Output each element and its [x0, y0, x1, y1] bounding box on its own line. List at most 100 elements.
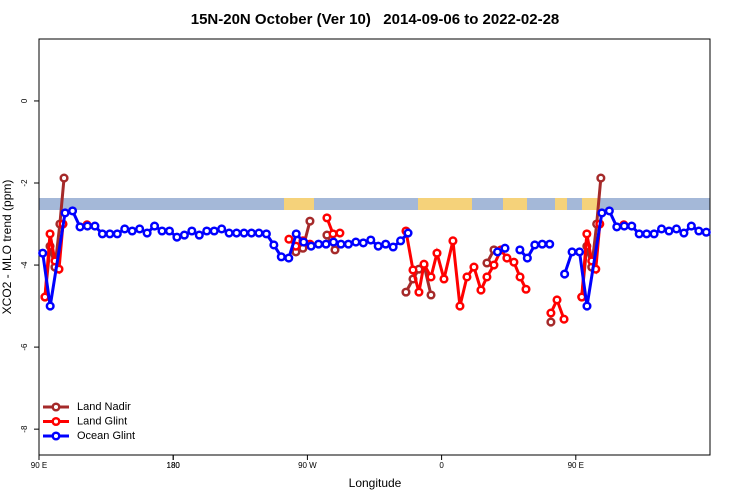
y-tick-label: 0: [20, 98, 29, 103]
y-tick-label: -8: [20, 425, 29, 433]
point: [502, 253, 512, 263]
point: [656, 224, 667, 234]
point: [68, 206, 78, 216]
point: [172, 232, 182, 242]
point: [59, 173, 69, 183]
point: [284, 253, 294, 263]
y-tick-label: -4: [20, 261, 29, 269]
point: [45, 229, 55, 239]
point: [408, 265, 418, 275]
y-tick-label: -2: [20, 179, 29, 187]
point: [545, 239, 555, 249]
point: [157, 226, 167, 236]
point: [432, 248, 442, 258]
point: [194, 230, 204, 240]
point: [135, 224, 145, 234]
point: [321, 239, 331, 249]
point: [414, 287, 424, 297]
x-tick-label: 0: [439, 461, 444, 470]
point: [322, 213, 332, 223]
point: [462, 272, 472, 282]
point: [426, 290, 436, 300]
point: [439, 274, 449, 284]
point: [567, 247, 577, 257]
series-line: [41, 209, 707, 307]
point: [679, 228, 689, 238]
x-axis-label: Longitude: [349, 476, 402, 490]
point: [330, 245, 340, 255]
point: [419, 259, 429, 269]
point: [60, 208, 70, 218]
point: [560, 269, 570, 279]
point: [426, 272, 436, 282]
point: [649, 229, 659, 239]
chart-title: 15N-20N October (Ver 10) 2014-09-06 to 2…: [191, 11, 560, 28]
point: [515, 272, 525, 282]
point: [559, 314, 569, 324]
point: [343, 239, 353, 249]
x-tick-label: 90 W: [298, 461, 317, 470]
point: [515, 245, 525, 255]
point: [521, 284, 531, 294]
point: [150, 221, 160, 231]
point: [254, 228, 264, 238]
x-tick-label: 90 E: [31, 461, 47, 470]
point: [179, 230, 189, 240]
legend-marker: [51, 416, 61, 427]
point: [209, 226, 219, 236]
point: [38, 248, 48, 258]
point: [351, 237, 361, 247]
point: [596, 173, 606, 183]
point: [105, 229, 115, 239]
point: [246, 228, 257, 238]
point: [522, 253, 532, 263]
point: [546, 317, 556, 327]
point: [291, 229, 301, 239]
point: [627, 221, 637, 231]
point: [306, 241, 316, 251]
point: [120, 224, 130, 234]
x-tick-label: 90 E: [568, 461, 584, 470]
point: [509, 257, 519, 267]
point: [187, 226, 197, 236]
point: [142, 228, 152, 238]
x-tick-label: 180: [167, 461, 181, 470]
point: [276, 252, 286, 262]
point: [82, 221, 93, 231]
point: [403, 228, 413, 238]
legend-marker: [51, 402, 61, 412]
point: [269, 240, 279, 250]
point: [664, 226, 674, 236]
point: [45, 301, 55, 311]
point: [489, 260, 499, 270]
point: [612, 222, 622, 232]
point: [455, 301, 465, 311]
point: [701, 227, 711, 237]
point: [574, 247, 585, 257]
point: [366, 235, 376, 245]
point: [546, 308, 556, 318]
point: [597, 208, 607, 218]
point: [537, 239, 547, 249]
point: [328, 229, 338, 239]
point: [500, 243, 510, 253]
point: [202, 226, 212, 236]
point: [284, 234, 294, 244]
point: [482, 272, 492, 282]
point: [401, 287, 411, 297]
point: [492, 247, 503, 257]
point: [299, 237, 309, 247]
map-strip: [39, 198, 710, 210]
point: [388, 242, 398, 252]
point: [552, 295, 562, 305]
point: [634, 229, 644, 239]
point: [619, 221, 629, 231]
point: [112, 229, 122, 239]
y-tick-label: -6: [20, 343, 29, 351]
point: [314, 239, 324, 249]
point: [642, 229, 652, 239]
point: [694, 226, 704, 236]
point: [239, 228, 249, 238]
point: [469, 262, 479, 272]
